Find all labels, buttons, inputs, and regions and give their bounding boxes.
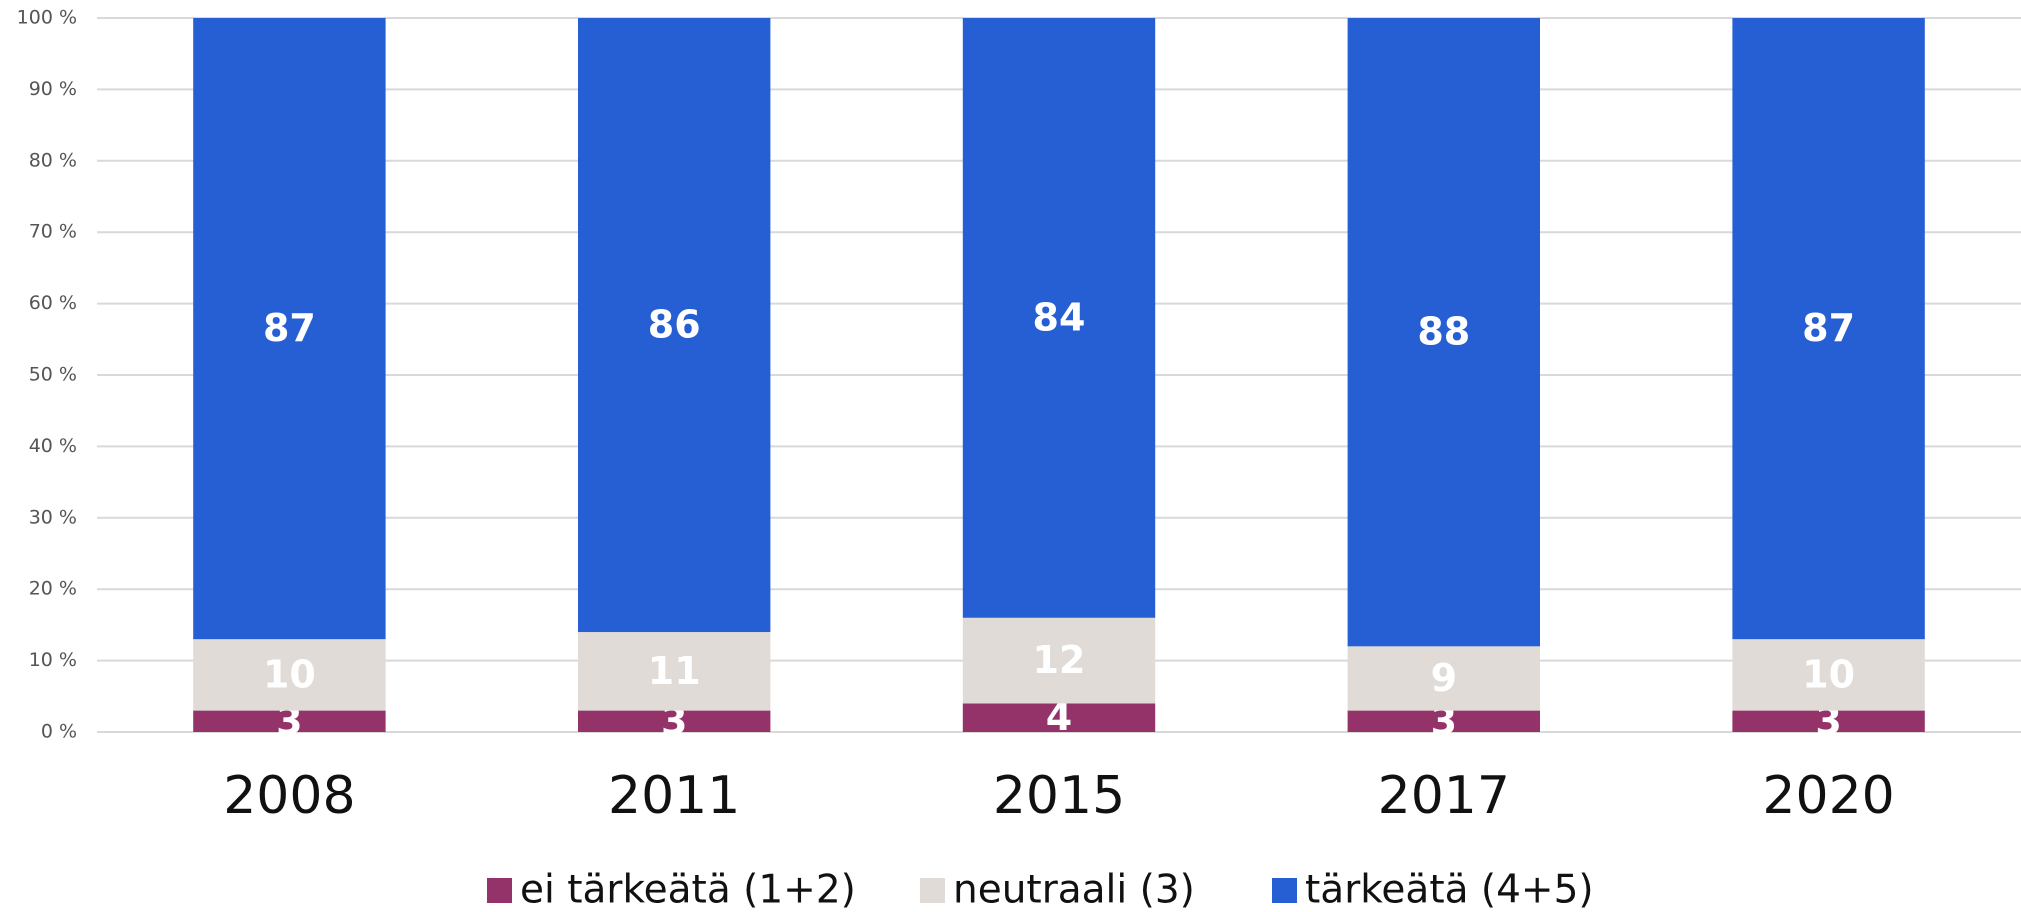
bar-segment: [578, 18, 771, 633]
x-tick-label: 2008: [223, 766, 355, 826]
bar-segment: [1732, 710, 1925, 732]
bar-segment: [1732, 18, 1925, 640]
data-label: 11: [648, 649, 701, 693]
y-tick-label: 100 %: [17, 7, 77, 29]
data-label: 88: [1417, 310, 1470, 354]
y-tick-label: 70 %: [29, 221, 77, 243]
y-tick-label: 80 %: [29, 149, 77, 171]
bar-segment: [578, 632, 771, 711]
bar-segment: [962, 18, 1156, 618]
data-label: 87: [263, 306, 316, 350]
y-tick-label: 20 %: [29, 578, 77, 600]
x-tick-label: 2015: [993, 766, 1125, 826]
legend-swatch: [1272, 878, 1297, 903]
data-label: 9: [1431, 656, 1457, 700]
bar-segment: [1347, 18, 1540, 647]
data-label: 10: [263, 652, 316, 696]
legend-swatch: [920, 878, 945, 903]
data-label: 87: [1802, 306, 1855, 350]
data-label: 84: [1033, 295, 1086, 339]
bar-segment: [1347, 646, 1540, 711]
data-label: 12: [1033, 638, 1086, 682]
y-tick-label: 0 %: [41, 721, 77, 743]
data-label: 10: [1802, 652, 1855, 696]
x-tick-label: 2011: [608, 766, 740, 826]
y-tick-label: 90 %: [29, 78, 77, 100]
bar-segment: [1732, 639, 1925, 711]
legend-label: neutraali (3): [953, 868, 1195, 912]
y-tick-label: 10 %: [29, 649, 77, 671]
y-tick-label: 50 %: [29, 364, 77, 386]
legend-label: ei tärkeätä (1+2): [520, 868, 856, 912]
data-label: 86: [648, 303, 701, 347]
legend-swatch: [487, 878, 512, 903]
bar-segment: [578, 710, 771, 732]
bar-segment: [1347, 710, 1540, 732]
y-tick-label: 40 %: [29, 435, 77, 457]
y-tick-label: 30 %: [29, 506, 77, 528]
y-tick-label: 60 %: [29, 292, 77, 314]
bar-segment: [962, 703, 1156, 732]
bar-segment: [193, 18, 386, 640]
legend-label: tärkeätä (4+5): [1305, 868, 1594, 912]
bar-segment: [193, 710, 386, 732]
bar-segment: [962, 617, 1156, 704]
x-tick-label: 2020: [1762, 766, 1894, 826]
bar-segment: [193, 639, 386, 711]
x-tick-label: 2017: [1378, 766, 1510, 826]
